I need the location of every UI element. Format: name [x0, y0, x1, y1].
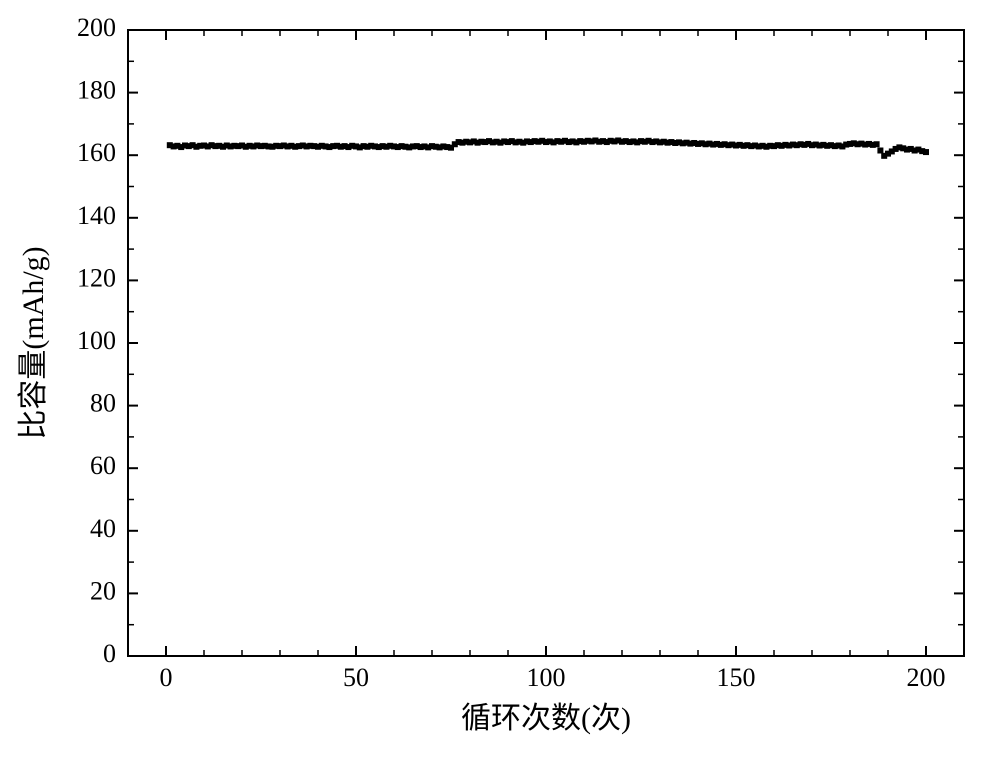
plot-area-border	[128, 30, 964, 656]
capacity-cycle-chart: 0 50 100 150 200 0 20 40 60 80 100 120 140 160 180 200…	[0, 0, 1000, 759]
svg-text:80: 80	[90, 389, 116, 418]
y-tick-labels: 0 20 40 60 80 100 120 140 160 180 200	[77, 13, 116, 668]
svg-text:140: 140	[77, 201, 116, 230]
svg-text:0: 0	[160, 663, 173, 692]
svg-text:40: 40	[90, 514, 116, 543]
svg-text:100: 100	[527, 663, 566, 692]
svg-text:120: 120	[77, 263, 116, 292]
svg-text:60: 60	[90, 451, 116, 480]
svg-text:50: 50	[343, 663, 369, 692]
svg-text:100: 100	[77, 326, 116, 355]
x-tick-labels: 0 50 100 150 200	[160, 663, 946, 692]
svg-text:200: 200	[77, 13, 116, 42]
chart-svg: 0 50 100 150 200 0 20 40 60 80 100 120 140 160 180 200…	[0, 0, 1000, 759]
data-series	[167, 137, 929, 158]
svg-text:200: 200	[907, 663, 946, 692]
svg-text:20: 20	[90, 576, 116, 605]
y-axis-label: 比容量(mAh/g)	[17, 246, 50, 439]
x-axis-label: 循环次数(次)	[461, 702, 631, 735]
svg-text:160: 160	[77, 138, 116, 167]
svg-text:150: 150	[717, 663, 756, 692]
svg-text:180: 180	[77, 76, 116, 105]
svg-text:0: 0	[103, 639, 116, 668]
